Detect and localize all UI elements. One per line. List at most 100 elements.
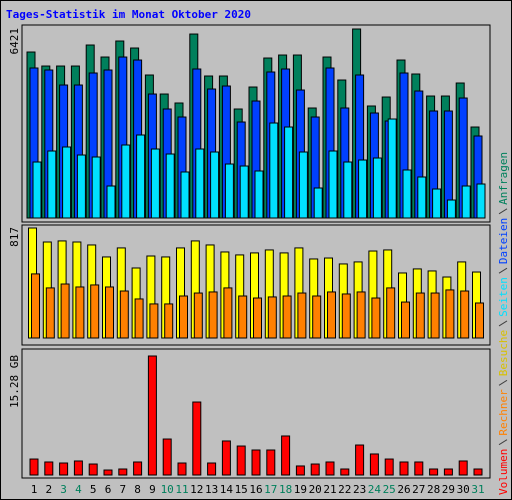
x-tick-label: 7 [119,483,126,496]
bar [164,303,174,339]
bar [32,161,42,219]
bar [210,151,220,219]
bar [162,438,172,476]
bar [475,302,484,339]
bar [343,161,353,219]
x-tick-label: 2 [45,483,52,496]
legend-separator [498,379,508,386]
bar [415,292,425,339]
bar [429,468,439,476]
bar [254,170,264,219]
bar [223,287,233,339]
bar [402,169,412,219]
bar [417,176,427,219]
x-tick-label: 8 [134,483,141,496]
bar [476,183,486,219]
bar [325,461,335,476]
bar [147,355,157,476]
bar [399,461,409,476]
bar [295,465,305,476]
bar [208,291,218,339]
bar [312,295,322,339]
bar [369,453,379,476]
x-tick-label: 17 [264,483,277,496]
bar [103,469,113,476]
bar [47,150,57,219]
bar [91,156,101,219]
bar [340,468,350,476]
bar [266,449,276,476]
bar [251,449,261,476]
bar [179,295,188,339]
bar [165,153,175,219]
bar [414,461,424,476]
bar [461,185,471,219]
legend-entry: Seiten [497,277,510,317]
bar [253,297,262,339]
bar [59,462,69,476]
x-tick-label: 3 [60,483,67,496]
y-tick-label: 817 [8,227,21,247]
x-tick-label: 4 [75,483,82,496]
bar [473,468,483,476]
bar [149,303,159,339]
x-tick-label: 15 [235,483,248,496]
bar [180,171,190,219]
bar [236,445,246,476]
x-tick-label: 9 [149,483,156,496]
x-tick-label: 6 [105,483,112,496]
x-tick-label: 1 [31,483,38,496]
bar [150,148,160,219]
bar [313,187,323,219]
y-tick-label: 15.28 GB [8,355,21,408]
bar [239,165,249,219]
legend-entry: Dateien [497,218,510,264]
bar [430,292,440,339]
bar [269,122,279,219]
x-tick-label: 16 [249,483,262,496]
bar [29,458,39,476]
legend-entry: Anfragen [497,152,510,205]
x-tick-label: 11 [175,483,188,496]
bar [445,289,455,339]
legend-separator [498,320,508,327]
bar [88,463,98,476]
bar [298,151,308,219]
bar [372,157,382,219]
bar [45,287,55,339]
legend-separator [498,267,508,274]
bar [44,461,54,476]
bar [356,291,366,339]
bar [75,286,85,339]
bar [133,461,143,476]
x-tick-label: 18 [279,483,292,496]
bar [401,301,410,339]
bar [224,163,234,219]
bar [136,134,146,219]
bar [73,460,83,476]
x-tick-label: 26 [397,483,410,496]
x-tick-label: 28 [427,483,440,496]
bar [195,148,205,219]
legend-entry: Volumen [497,449,510,495]
x-tick-label: 27 [412,483,425,496]
bar [60,283,70,339]
bar [387,118,397,219]
legend-separator [498,208,508,215]
bar [371,297,381,339]
x-tick-label: 23 [353,483,366,496]
bar [443,468,453,476]
x-tick-label: 24 [368,483,382,496]
x-tick-label: 25 [383,483,396,496]
bar [355,444,365,476]
bar [105,286,114,339]
bar [106,185,116,219]
x-tick-label: 20 [309,483,322,496]
bar [446,199,456,219]
x-tick-label: 5 [90,483,97,496]
bar [193,292,203,339]
bar [118,468,128,476]
bar [62,146,72,219]
bar [358,159,368,219]
